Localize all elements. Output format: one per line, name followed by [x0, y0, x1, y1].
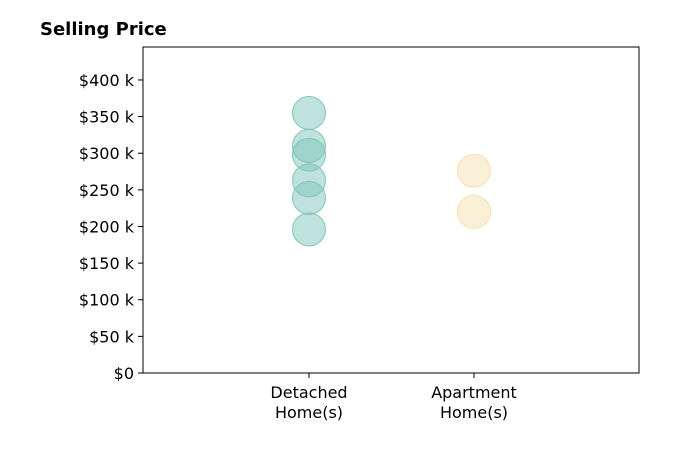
- x-tick-label: Detached Home(s): [270, 383, 347, 422]
- y-tick-label: $100 k: [79, 291, 135, 310]
- data-point: [291, 95, 327, 131]
- plot-area: $0 $50 k $100 k $150 k $200 k $250 k $300 k $35…: [79, 46, 640, 422]
- y-tick-label: $250 k: [79, 181, 135, 200]
- x-tick-label: Apartment Home(s): [431, 383, 517, 422]
- y-tick-label: $300 k: [79, 144, 135, 163]
- data-point: [291, 212, 327, 247]
- data-point: [456, 153, 492, 188]
- data-point: [456, 194, 492, 229]
- plot-frame: [142, 46, 640, 374]
- data-point: [291, 180, 327, 216]
- y-tick-label: $400 k: [79, 71, 135, 90]
- y-tick-label: $50 k: [89, 327, 135, 346]
- y-tick-label: $200 k: [79, 217, 135, 236]
- y-tick-label: $0: [114, 364, 134, 383]
- y-tick-label: $150 k: [79, 254, 135, 273]
- chart-title: Selling Price: [40, 19, 167, 40]
- y-tick-label: $350 k: [79, 108, 135, 127]
